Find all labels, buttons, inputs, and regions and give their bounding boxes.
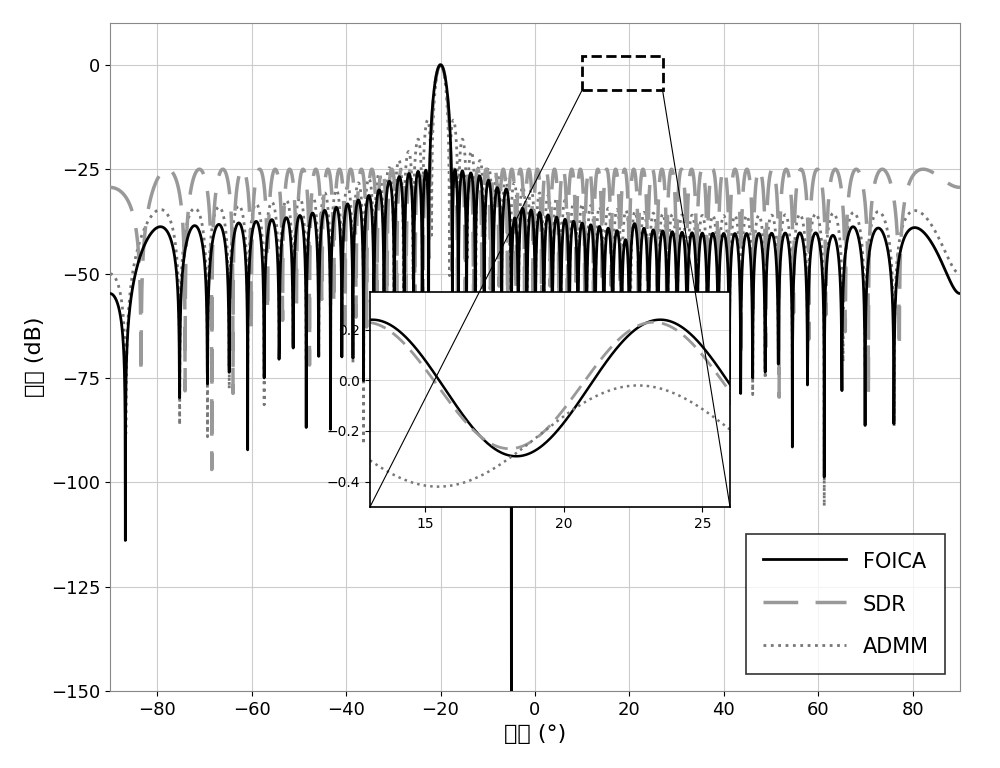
ADMM (761, 249, 773, 258)
ADMM (205, 231, 217, 240)
SDR (158, 166, 170, 175)
SDR (206, 250, 218, 259)
Line: FOICA: FOICA (110, 65, 960, 691)
SDR (435, 60, 447, 69)
FOICA (104, 289, 116, 298)
ADMM (818, 502, 830, 511)
FOICA (435, 60, 447, 69)
SDR (206, 465, 218, 474)
ADMM (691, 305, 703, 314)
X-axis label: 角度 (°): 角度 (°) (504, 724, 566, 744)
SDR (692, 212, 704, 221)
FOICA (368, 275, 380, 284)
Legend: FOICA, SDR, ADMM: FOICA, SDR, ADMM (746, 534, 945, 674)
ADMM (954, 269, 966, 278)
Y-axis label: 幅度 (dB): 幅度 (dB) (25, 317, 45, 397)
SDR (104, 183, 116, 192)
FOICA (205, 248, 217, 257)
ADMM (206, 222, 218, 231)
FOICA (761, 261, 773, 270)
Line: ADMM: ADMM (110, 65, 960, 506)
SDR (954, 183, 966, 192)
Bar (582, 57, 662, 90)
ADMM (104, 269, 116, 278)
ADMM (435, 60, 447, 69)
FOICA (158, 223, 170, 232)
ADMM (368, 260, 380, 270)
FOICA (692, 295, 704, 304)
FOICA (206, 239, 218, 248)
SDR (205, 250, 217, 259)
Line: SDR: SDR (110, 65, 960, 469)
ADMM (158, 206, 170, 215)
FOICA (954, 289, 966, 298)
SDR (368, 177, 380, 187)
FOICA (505, 687, 517, 696)
SDR (761, 212, 773, 221)
